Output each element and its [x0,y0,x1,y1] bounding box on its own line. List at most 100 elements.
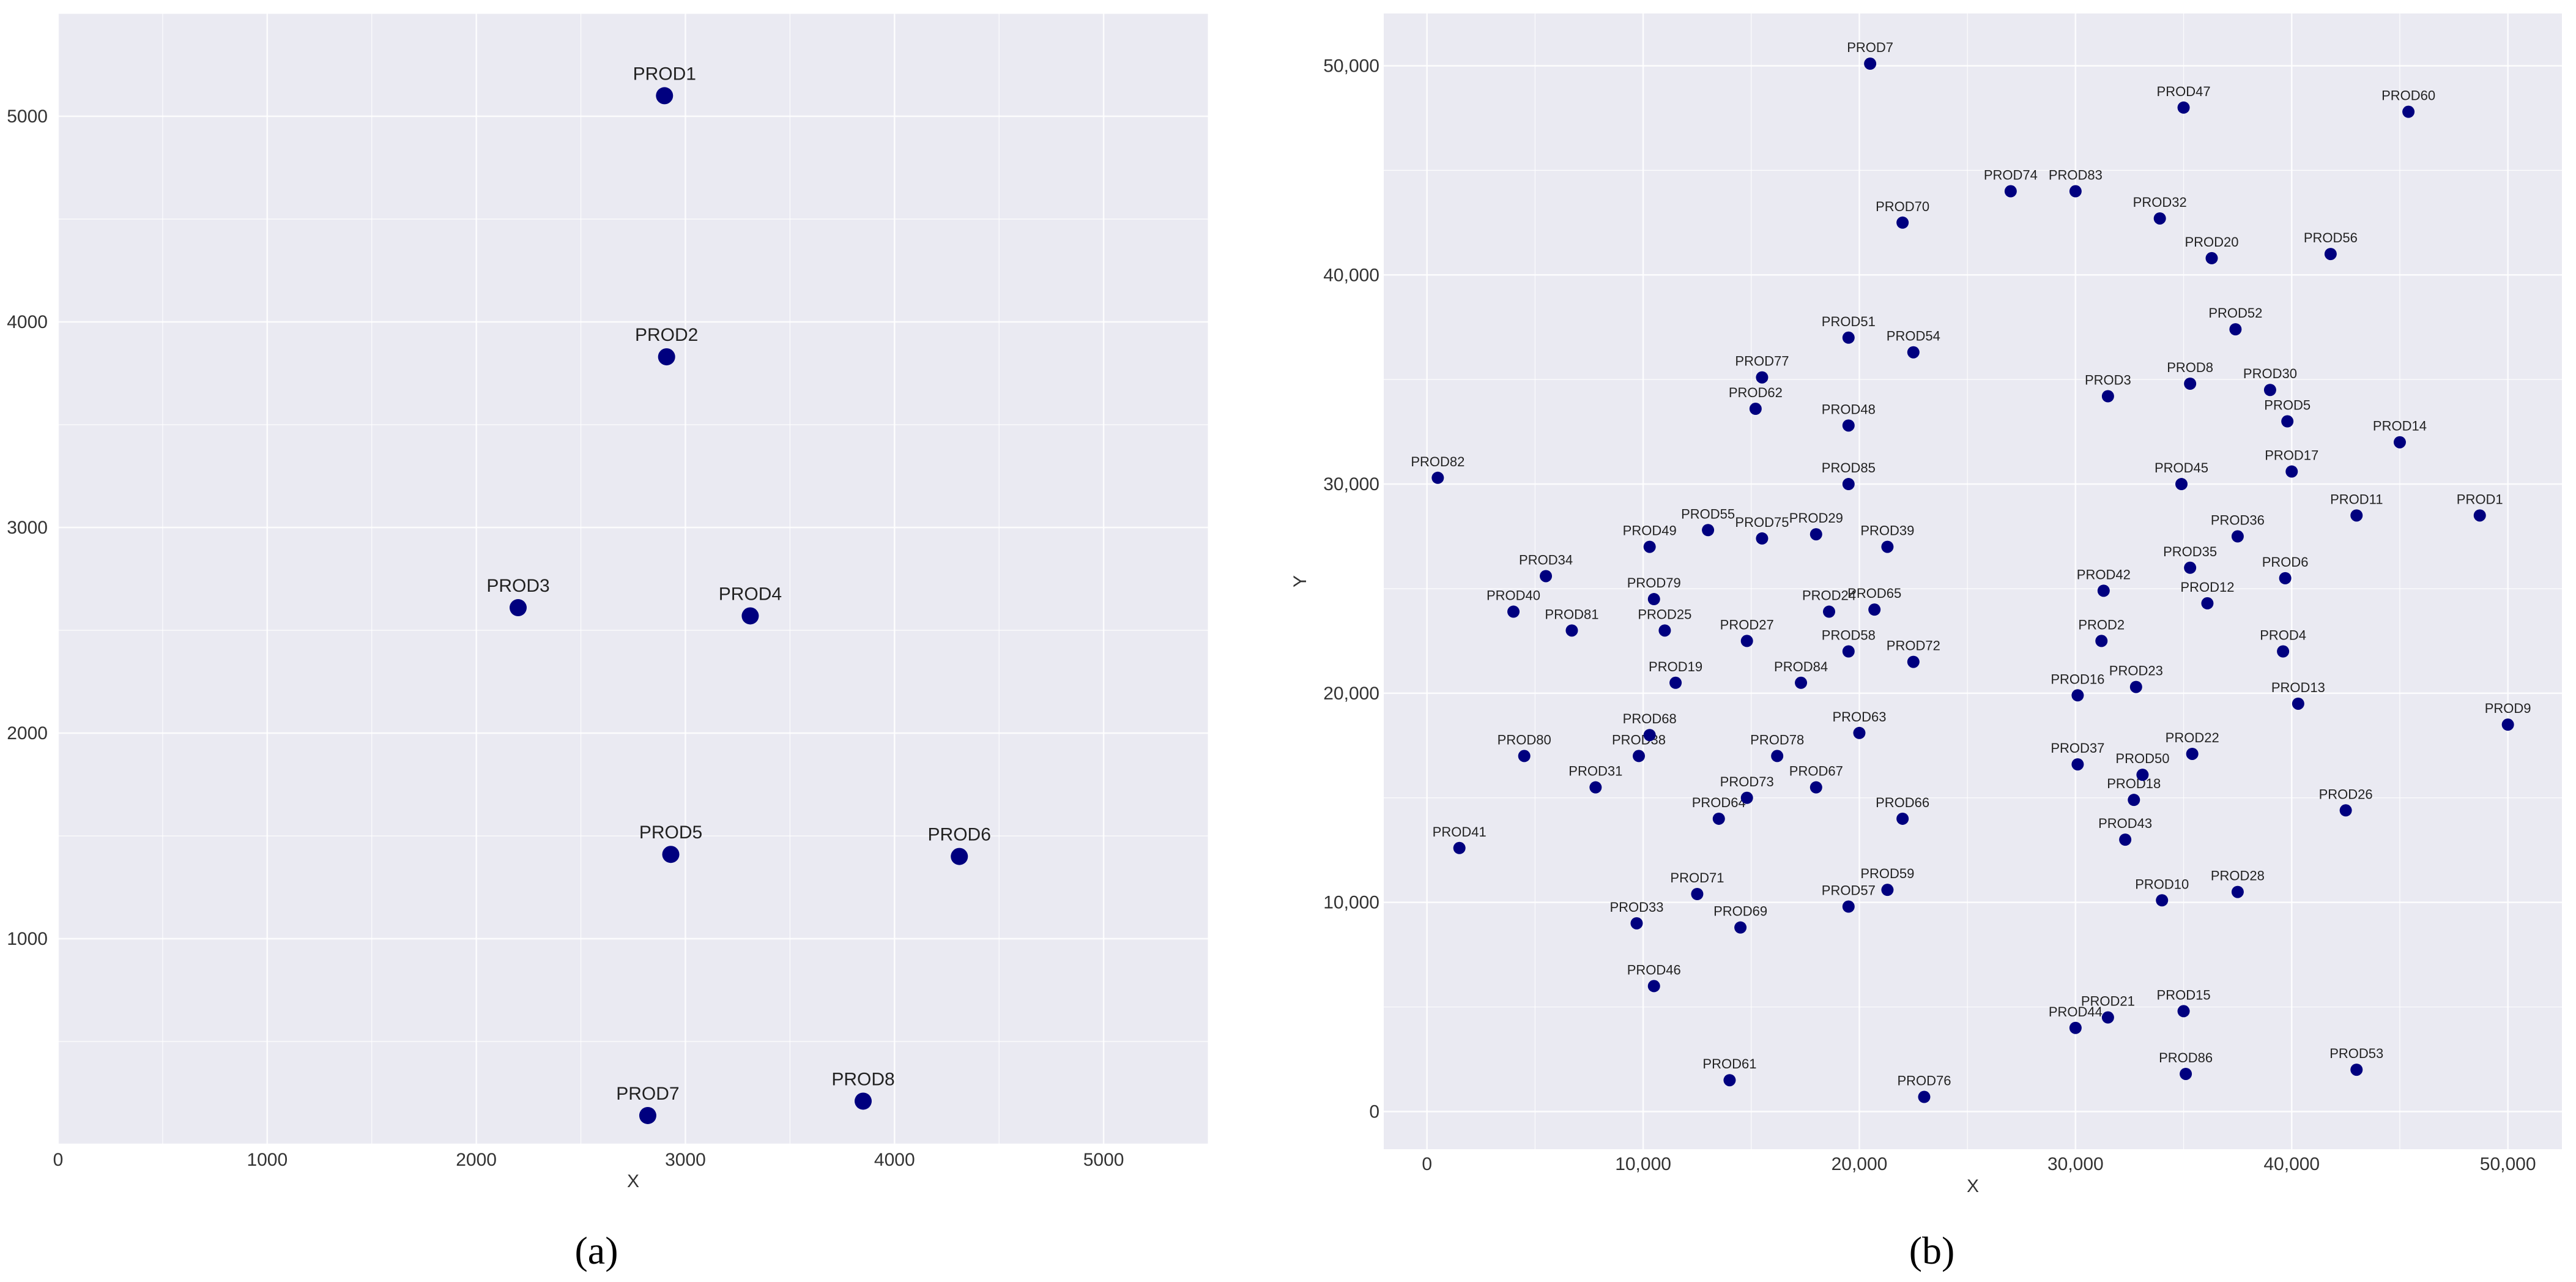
data-point [2095,635,2108,647]
data-point-label: PROD37 [2051,740,2104,756]
data-point [639,1106,656,1124]
x-axis-label-a: X [627,1171,639,1191]
data-point [1647,593,1660,606]
data-point-label: PROD86 [2159,1050,2213,1065]
data-point-label: PROD39 [1860,523,1914,539]
data-point-label: PROD31 [1568,764,1622,779]
y-tick-label: 30,000 [1323,474,1379,494]
data-point-label: PROD81 [1545,606,1598,622]
data-point-label: PROD65 [1847,586,1901,601]
x-tick-label: 1000 [247,1150,288,1170]
data-point [1630,917,1643,930]
data-point [1881,540,1894,553]
data-point [1810,781,1822,794]
data-point [2285,465,2298,478]
data-point-label: PROD7 [1847,40,1893,55]
y-tick-label: 50,000 [1323,56,1379,76]
data-point [2473,509,2486,522]
data-point [2393,436,2406,449]
data-point [1896,216,1909,229]
data-point [1507,605,1520,618]
data-point-label: PROD29 [1789,510,1843,526]
data-point [2402,105,2415,118]
y-tick-label: 40,000 [1323,265,1379,285]
data-point [1842,900,1855,913]
data-point [2180,1067,2192,1080]
data-point [2292,697,2304,710]
data-point [2177,1005,2190,1018]
y-tick-labels-b: 0 10,000 20,000 30,000 40,000 50,000 [1323,56,1379,1122]
data-point-label: PROD75 [1735,515,1789,530]
y-tick-label: 3000 [7,518,48,538]
data-point-label: PROD59 [1860,866,1914,881]
data-point-label: PROD55 [1681,506,1735,521]
data-point [2231,885,2244,898]
x-tick-label: 30,000 [2047,1154,2104,1174]
data-point-label: PROD76 [1897,1073,1951,1089]
data-point [1431,471,1444,484]
data-point-label: PROD36 [2211,513,2265,528]
data-point-label: PROD52 [2208,305,2262,321]
data-point-label: PROD19 [1649,659,1702,674]
data-point [1771,750,1784,762]
data-point [1643,540,1656,553]
data-point-label: PROD67 [1789,764,1843,779]
x-tick-label: 0 [53,1150,64,1170]
y-tick-label: 0 [1369,1101,1379,1122]
data-point-label: PROD4 [719,584,782,604]
data-point [2177,101,2190,114]
data-point [2279,572,2292,584]
plot-area-a [58,13,1208,1144]
data-point-label: PROD46 [1627,962,1681,977]
data-point [1740,635,1753,647]
data-point [1723,1074,1736,1087]
data-point [2153,212,2166,225]
data-point [1540,570,1553,583]
data-point-label: PROD15 [2157,987,2211,1002]
data-point-label: PROD85 [1822,460,1876,475]
x-tick-label: 2000 [456,1150,497,1170]
data-point [1453,841,1466,854]
data-point [1810,528,1822,541]
data-point-label: PROD68 [1623,711,1677,726]
x-tick-labels-a: 0 1000 2000 3000 4000 5000 [53,1150,1124,1170]
data-point-label: PROD42 [2077,567,2131,582]
data-point [1907,346,1920,359]
data-point-label: PROD28 [2211,868,2265,884]
data-point [2205,252,2218,264]
data-point [1565,624,1578,637]
data-point [1589,781,1602,794]
data-point [1795,676,1808,689]
data-point-label: PROD9 [2485,701,2531,716]
data-point [1756,532,1769,545]
x-axis-label-b: X [1967,1176,1979,1196]
data-point [2281,415,2294,428]
data-point-label: PROD50 [2115,751,2169,766]
data-point-label: PROD20 [2184,234,2238,250]
data-point [2136,769,2149,781]
data-point-label: PROD33 [1609,900,1663,915]
data-point-label: PROD1 [2457,491,2503,507]
data-point-label: PROD57 [1822,883,1876,898]
data-point-label: PROD6 [2262,554,2309,570]
points-b: PROD1 PROD2 PROD3 PROD4 PROD5 PROD6 PROD7 PROD8… [1411,40,2531,1103]
data-point-label: PROD56 [2304,230,2358,245]
data-point [855,1092,872,1110]
data-point-label: PROD40 [1487,588,1540,603]
data-point-label: PROD47 [2157,84,2211,99]
y-axis-label-b: Y [1290,575,1310,587]
data-point [1864,58,1877,70]
data-point-label: PROD30 [2243,366,2297,381]
data-point-label: PROD44 [2049,1004,2103,1019]
data-point [1907,655,1920,668]
data-point [1740,791,1753,804]
y-tick-label: 20,000 [1323,684,1379,704]
data-point-label: PROD78 [1750,732,1804,747]
data-point-label: PROD79 [1627,575,1681,591]
panel-caption-b: (b) [1909,1229,1955,1272]
data-point-label: PROD72 [1887,638,1940,654]
data-point [658,348,675,366]
data-point [1896,812,1909,825]
data-point-label: PROD1 [633,64,696,84]
